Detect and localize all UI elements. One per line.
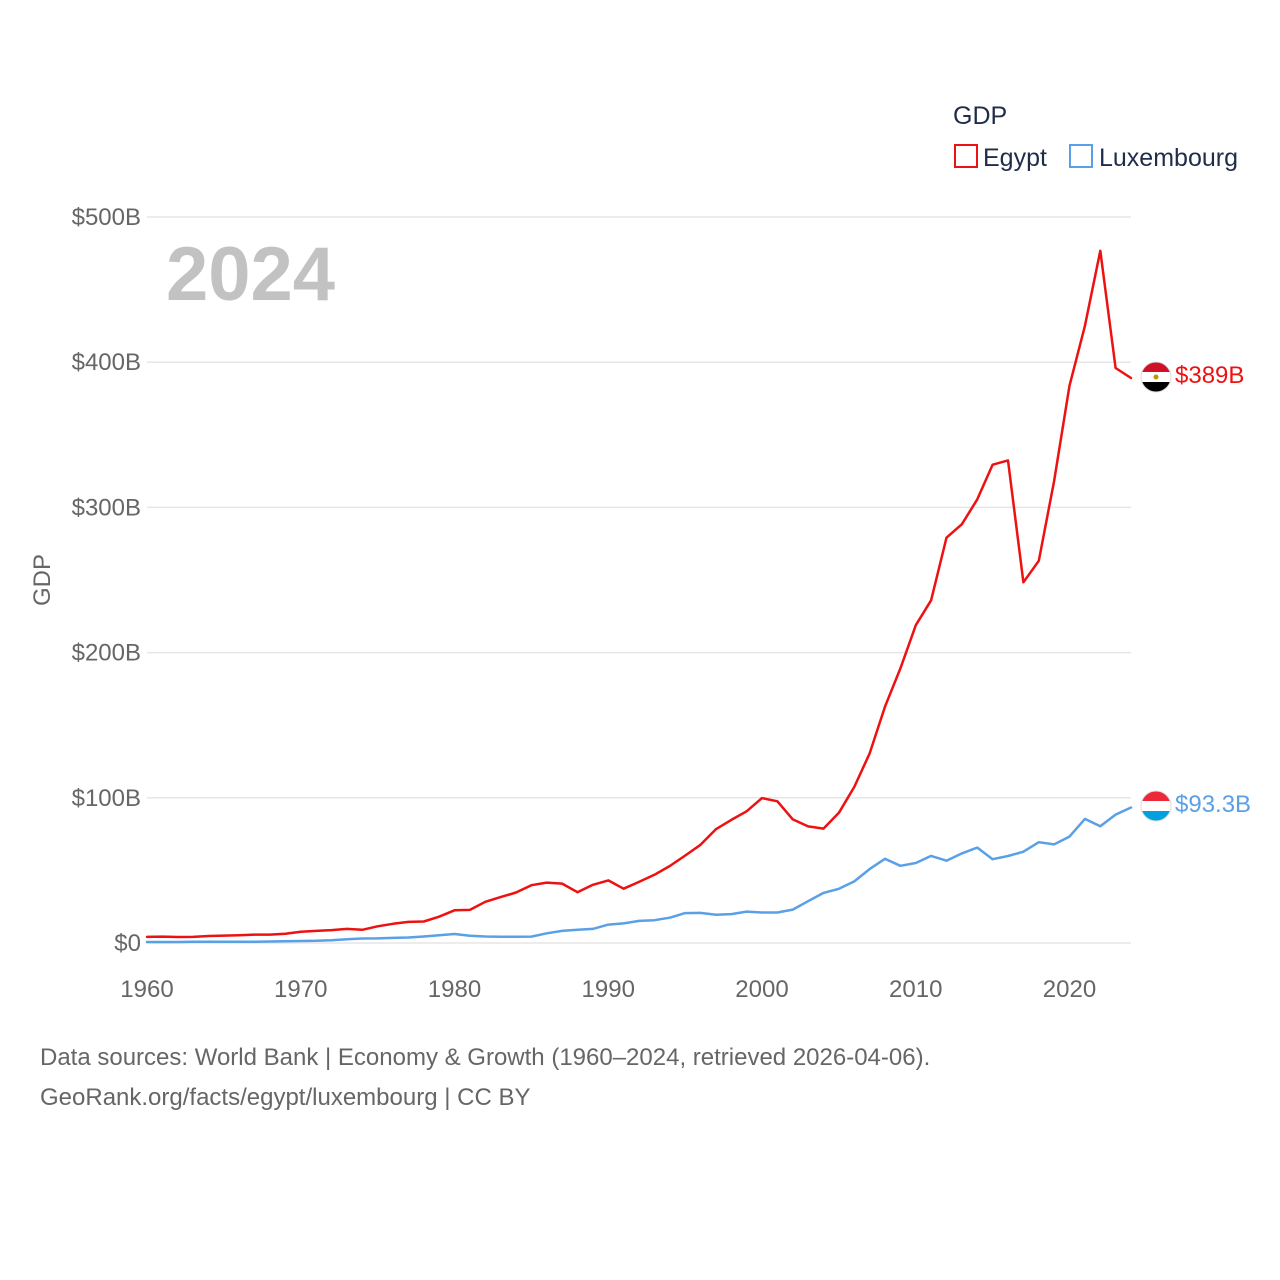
series-line-egypt — [145, 249, 1133, 939]
x-tick-label: 1990 — [582, 976, 635, 1003]
x-tick-label: 1960 — [120, 976, 173, 1003]
luxembourg-flag-icon — [1141, 791, 1171, 821]
y-tick-label: $200B — [72, 640, 141, 667]
x-tick-label: 1980 — [428, 976, 481, 1003]
y-tick-label: $400B — [72, 349, 141, 376]
legend-swatch-luxembourg — [1069, 144, 1093, 168]
legend-swatch-egypt — [954, 144, 978, 168]
x-tick-label: 2010 — [889, 976, 942, 1003]
attribution-link[interactable]: GeoRank.org/facts/egypt/luxembourg | CC … — [40, 1084, 531, 1111]
y-tick-label: $0 — [114, 930, 141, 957]
legend-item-egypt[interactable]: Egypt — [954, 144, 1047, 172]
year-label: 2024 — [166, 232, 335, 317]
source-note: Data sources: World Bank | Economy & Gro… — [40, 1044, 931, 1071]
x-tick-label: 1970 — [274, 976, 327, 1003]
x-tick-label: 2020 — [1043, 976, 1096, 1003]
x-tick-label: 2000 — [735, 976, 788, 1003]
legend-label-luxembourg: Luxembourg — [1099, 144, 1238, 172]
series-line-luxembourg — [145, 806, 1133, 944]
legend-label-egypt: Egypt — [983, 144, 1047, 172]
luxembourg-end-value-label: $93.3B — [1175, 791, 1251, 818]
legend: GDP Egypt Luxembourg — [953, 102, 1238, 172]
egypt-flag-border — [1140, 361, 1172, 393]
y-axis-ticks: $0 $100B $200B $300B $400B $500B — [72, 204, 141, 957]
y-tick-label: $500B — [72, 204, 141, 231]
egypt-end-value-label: $389B — [1175, 362, 1244, 389]
luxembourg-flag-border — [1140, 790, 1172, 822]
grid-lines — [147, 216, 1131, 944]
x-axis-ticks: 1960 1970 1980 1990 2000 2010 2020 — [120, 976, 1096, 1003]
legend-item-luxembourg[interactable]: Luxembourg — [1069, 144, 1238, 172]
y-tick-label: $300B — [72, 494, 141, 521]
egypt-flag-icon — [1141, 362, 1171, 392]
legend-title: GDP — [953, 102, 1007, 130]
series-lines — [145, 249, 1133, 944]
y-axis-title: GDP — [29, 554, 56, 606]
y-tick-label: $100B — [72, 785, 141, 812]
